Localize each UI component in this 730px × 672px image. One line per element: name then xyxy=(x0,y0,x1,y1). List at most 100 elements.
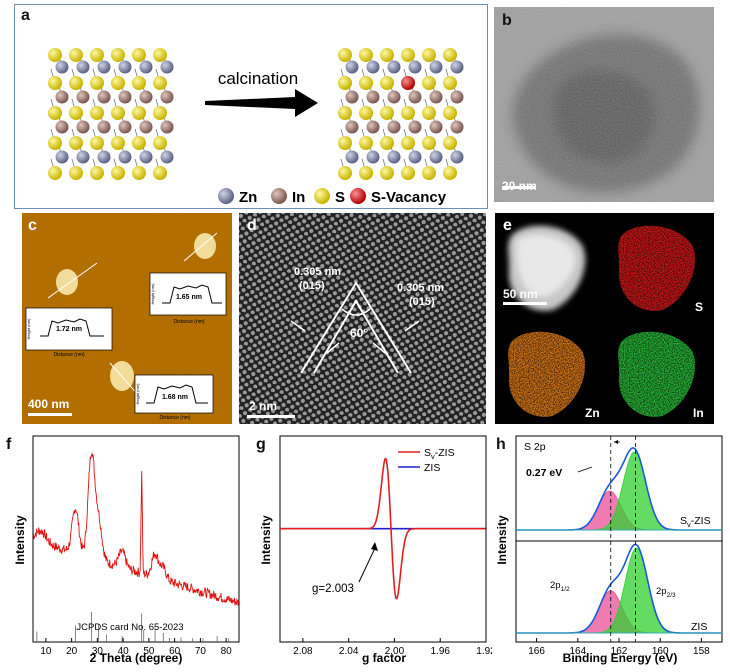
peak-position-guides xyxy=(610,436,636,642)
atom-s xyxy=(90,136,104,150)
epr-legend: Sv-ZIS ZIS xyxy=(398,447,455,474)
profile-ylabel-2: Height (nm) xyxy=(150,283,155,305)
atom-in xyxy=(76,120,90,134)
atom-s xyxy=(48,166,62,180)
atom-legend: Zn In S S-Vacancy xyxy=(218,188,447,206)
xps-y-label: Intensity xyxy=(495,515,509,565)
atom-s xyxy=(69,48,83,62)
panel-f: 10 20 30 40 50 60 70 80 JCPDS card No. 65-2023 … xyxy=(0,430,246,667)
atom-zn xyxy=(97,150,111,164)
atom-s xyxy=(359,76,373,90)
atom-in xyxy=(450,120,464,134)
atom-in xyxy=(345,120,359,134)
panel-c: 1.72 nm Distance (nm) Height (nm) 1.65 n… xyxy=(22,213,232,424)
panel-label-a: a xyxy=(21,7,30,24)
atom-s xyxy=(48,48,62,62)
scale-bar-d xyxy=(247,415,295,418)
atom-s xyxy=(132,76,146,90)
atom-zn xyxy=(429,60,443,74)
atom-s xyxy=(132,136,146,150)
panel-label-g: g xyxy=(256,436,266,453)
xps-x-axis: 166 164 162 160 158 xyxy=(528,638,710,657)
atom-s xyxy=(401,48,415,62)
xrd-chart: 10 20 30 40 50 60 70 80 JCPDS card No. 65-2023 … xyxy=(13,435,240,665)
atom-s xyxy=(153,76,167,90)
xrd-tick-label: 50 xyxy=(143,646,155,657)
epr-tick-label: 2.04 xyxy=(339,646,359,657)
shift-annotation: 0.27 eV xyxy=(526,467,562,479)
epr-plot-frame xyxy=(279,435,487,643)
atom-s xyxy=(401,136,415,150)
panel-d: 0.305 nm (015) 0.305 nm (015) 60° d 2 nm xyxy=(239,213,486,424)
atom-s xyxy=(132,48,146,62)
atom-s xyxy=(153,136,167,150)
atom-s xyxy=(359,106,373,120)
scale-bar-label-c: 400 nm xyxy=(28,397,70,411)
xrd-tick-label: 30 xyxy=(92,646,104,657)
atom-zn xyxy=(76,150,90,164)
atom-in xyxy=(76,90,90,104)
atom-zn xyxy=(55,150,69,164)
plane-left: (015) xyxy=(299,280,325,292)
atom-in xyxy=(366,120,380,134)
atom-zn xyxy=(408,60,422,74)
atom-zn xyxy=(55,60,69,74)
atom-s xyxy=(153,166,167,180)
atom-in xyxy=(160,120,174,134)
atom-in xyxy=(387,90,401,104)
profile-xlabel-2: Distance (nm) xyxy=(173,319,204,325)
epr-tick-label: 2.08 xyxy=(293,646,313,657)
xrd-tick-label: 40 xyxy=(118,646,130,657)
xrd-tick-label: 60 xyxy=(169,646,181,657)
atom-in xyxy=(366,90,380,104)
scale-bar-label-e: 50 nm xyxy=(503,287,538,301)
epr-y-label: Intensity xyxy=(259,515,273,565)
map-label-in: In xyxy=(693,406,704,420)
xrd-plot-frame xyxy=(32,435,240,643)
xps-fitted-peaks xyxy=(516,451,722,634)
afm-image: 1.72 nm Distance (nm) Height (nm) 1.65 n… xyxy=(22,213,232,424)
atom-s xyxy=(338,48,352,62)
atom-s xyxy=(380,76,394,90)
atom-s xyxy=(69,76,83,90)
atom-s xyxy=(48,76,62,90)
panel-g: 2.082.042.001.961.92 Sv-ZIS ZIS g=2.003 … xyxy=(248,430,496,667)
legend-zis: ZIS xyxy=(424,462,440,474)
scale-bar-b xyxy=(502,186,536,189)
atom-in xyxy=(139,90,153,104)
atom-in xyxy=(387,120,401,134)
panel-b: b 20 nm xyxy=(494,7,714,202)
atom-s xyxy=(338,136,352,150)
atom-zn xyxy=(408,150,422,164)
atom-zn xyxy=(76,60,90,74)
atom-zn xyxy=(118,60,132,74)
g-value-annotation: g=2.003 xyxy=(312,583,354,595)
sv-zis-epr-curve xyxy=(280,457,486,600)
d-spacing-left: 0.305 nm xyxy=(294,266,341,278)
s-vacancy-legend-swatch xyxy=(350,188,366,204)
atom-s xyxy=(422,136,436,150)
atom-in xyxy=(97,90,111,104)
atom-s xyxy=(111,48,125,62)
xrd-x-label: 2 Theta (degree) xyxy=(90,651,183,665)
atom-zn xyxy=(450,60,464,74)
atom-s xyxy=(359,136,373,150)
atom-in xyxy=(429,90,443,104)
map-label-zn: Zn xyxy=(585,406,600,420)
sample-label-sv-zis: Sv-ZIS xyxy=(680,515,711,529)
zn-legend-label: Zn xyxy=(239,189,257,206)
panel-e: S Zn In e 50 nm xyxy=(495,213,714,424)
atom-zn xyxy=(97,60,111,74)
profile-xlabel-3: Distance (nm) xyxy=(159,415,190,421)
crystal-structure-schematic: calcination Zn In S S-Vacancy xyxy=(48,48,464,206)
peak-label-2p12: 2p1/2 xyxy=(550,580,570,593)
atom-s xyxy=(111,166,125,180)
atom-s xyxy=(69,106,83,120)
atom-s xyxy=(422,76,436,90)
peak-label-2p32: 2p2/3 xyxy=(656,586,676,599)
profile-xlabel-1: Distance (nm) xyxy=(53,352,84,358)
xps-tick-label: 160 xyxy=(652,646,669,657)
epr-chart: 2.082.042.001.961.92 Sv-ZIS ZIS g=2.003 … xyxy=(259,435,496,665)
atom-s xyxy=(380,166,394,180)
atom-s xyxy=(422,106,436,120)
